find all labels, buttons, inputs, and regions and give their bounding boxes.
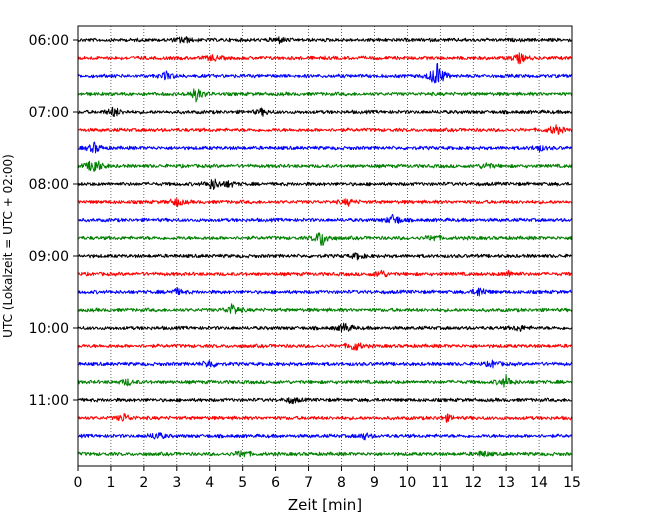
- x-tick-label: 9: [370, 475, 379, 491]
- x-tick-label: 7: [304, 475, 313, 491]
- trace-0600: [77, 36, 573, 45]
- trace-1100: [77, 397, 573, 405]
- trace-0800: [77, 178, 573, 190]
- trace-0645: [77, 88, 573, 103]
- x-axis-label: Zeit [min]: [288, 496, 362, 514]
- trace-0900: [77, 252, 573, 261]
- trace-1015: [77, 342, 573, 351]
- x-tick-label: 11: [431, 475, 449, 491]
- trace-0830: [77, 213, 573, 224]
- trace-0745: [77, 160, 573, 172]
- trace-series: [77, 36, 573, 458]
- trace-0615: [77, 52, 573, 65]
- y-tick-label: 07:00: [29, 105, 69, 121]
- trace-0845: [77, 232, 573, 247]
- trace-0730: [77, 141, 573, 154]
- x-tick-label: 3: [172, 475, 181, 491]
- x-tick-label: 6: [271, 475, 280, 491]
- y-tick-label: 09:00: [29, 249, 69, 265]
- trace-0630: [77, 62, 573, 84]
- x-tick-label: 12: [464, 475, 482, 491]
- x-tick-label: 10: [398, 475, 416, 491]
- x-tick-label: 1: [106, 475, 115, 491]
- x-tick-label: 14: [530, 475, 548, 491]
- trace-1045: [77, 374, 573, 388]
- x-tick-label: 0: [74, 475, 83, 491]
- y-axis-label: UTC (Lokalzeit = UTC + 02:00): [1, 154, 15, 338]
- trace-1130: [77, 432, 573, 441]
- trace-1115: [77, 412, 573, 423]
- x-axis: 0 1 2 3 4 5 6 7 8 9 10 11 12 13 14 15: [74, 466, 581, 491]
- x-tick-label: 5: [238, 475, 247, 491]
- trace-1030: [77, 359, 573, 369]
- trace-0930: [77, 287, 573, 297]
- y-tick-label: 08:00: [29, 177, 69, 193]
- y-axis: 06:00 07:00 08:00 09:00 10:00 11:00: [29, 33, 78, 409]
- trace-0700: [77, 106, 573, 117]
- trace-1000: [77, 322, 573, 333]
- y-tick-label: 11:00: [29, 393, 69, 409]
- trace-0715: [77, 124, 573, 135]
- plot-area-frame: [77, 25, 573, 467]
- trace-0945: [77, 303, 573, 315]
- grid-lines: [110, 26, 540, 466]
- trace-1145: [77, 450, 573, 458]
- x-tick-label: 13: [497, 475, 515, 491]
- x-tick-label: 15: [563, 475, 581, 491]
- y-tick-label: 10:00: [29, 321, 69, 337]
- x-tick-label: 8: [337, 475, 346, 491]
- trace-0915: [77, 269, 573, 278]
- x-tick-label: 4: [205, 475, 214, 491]
- y-tick-label: 06:00: [29, 33, 69, 49]
- trace-0815: [77, 197, 573, 208]
- x-tick-label: 2: [139, 475, 148, 491]
